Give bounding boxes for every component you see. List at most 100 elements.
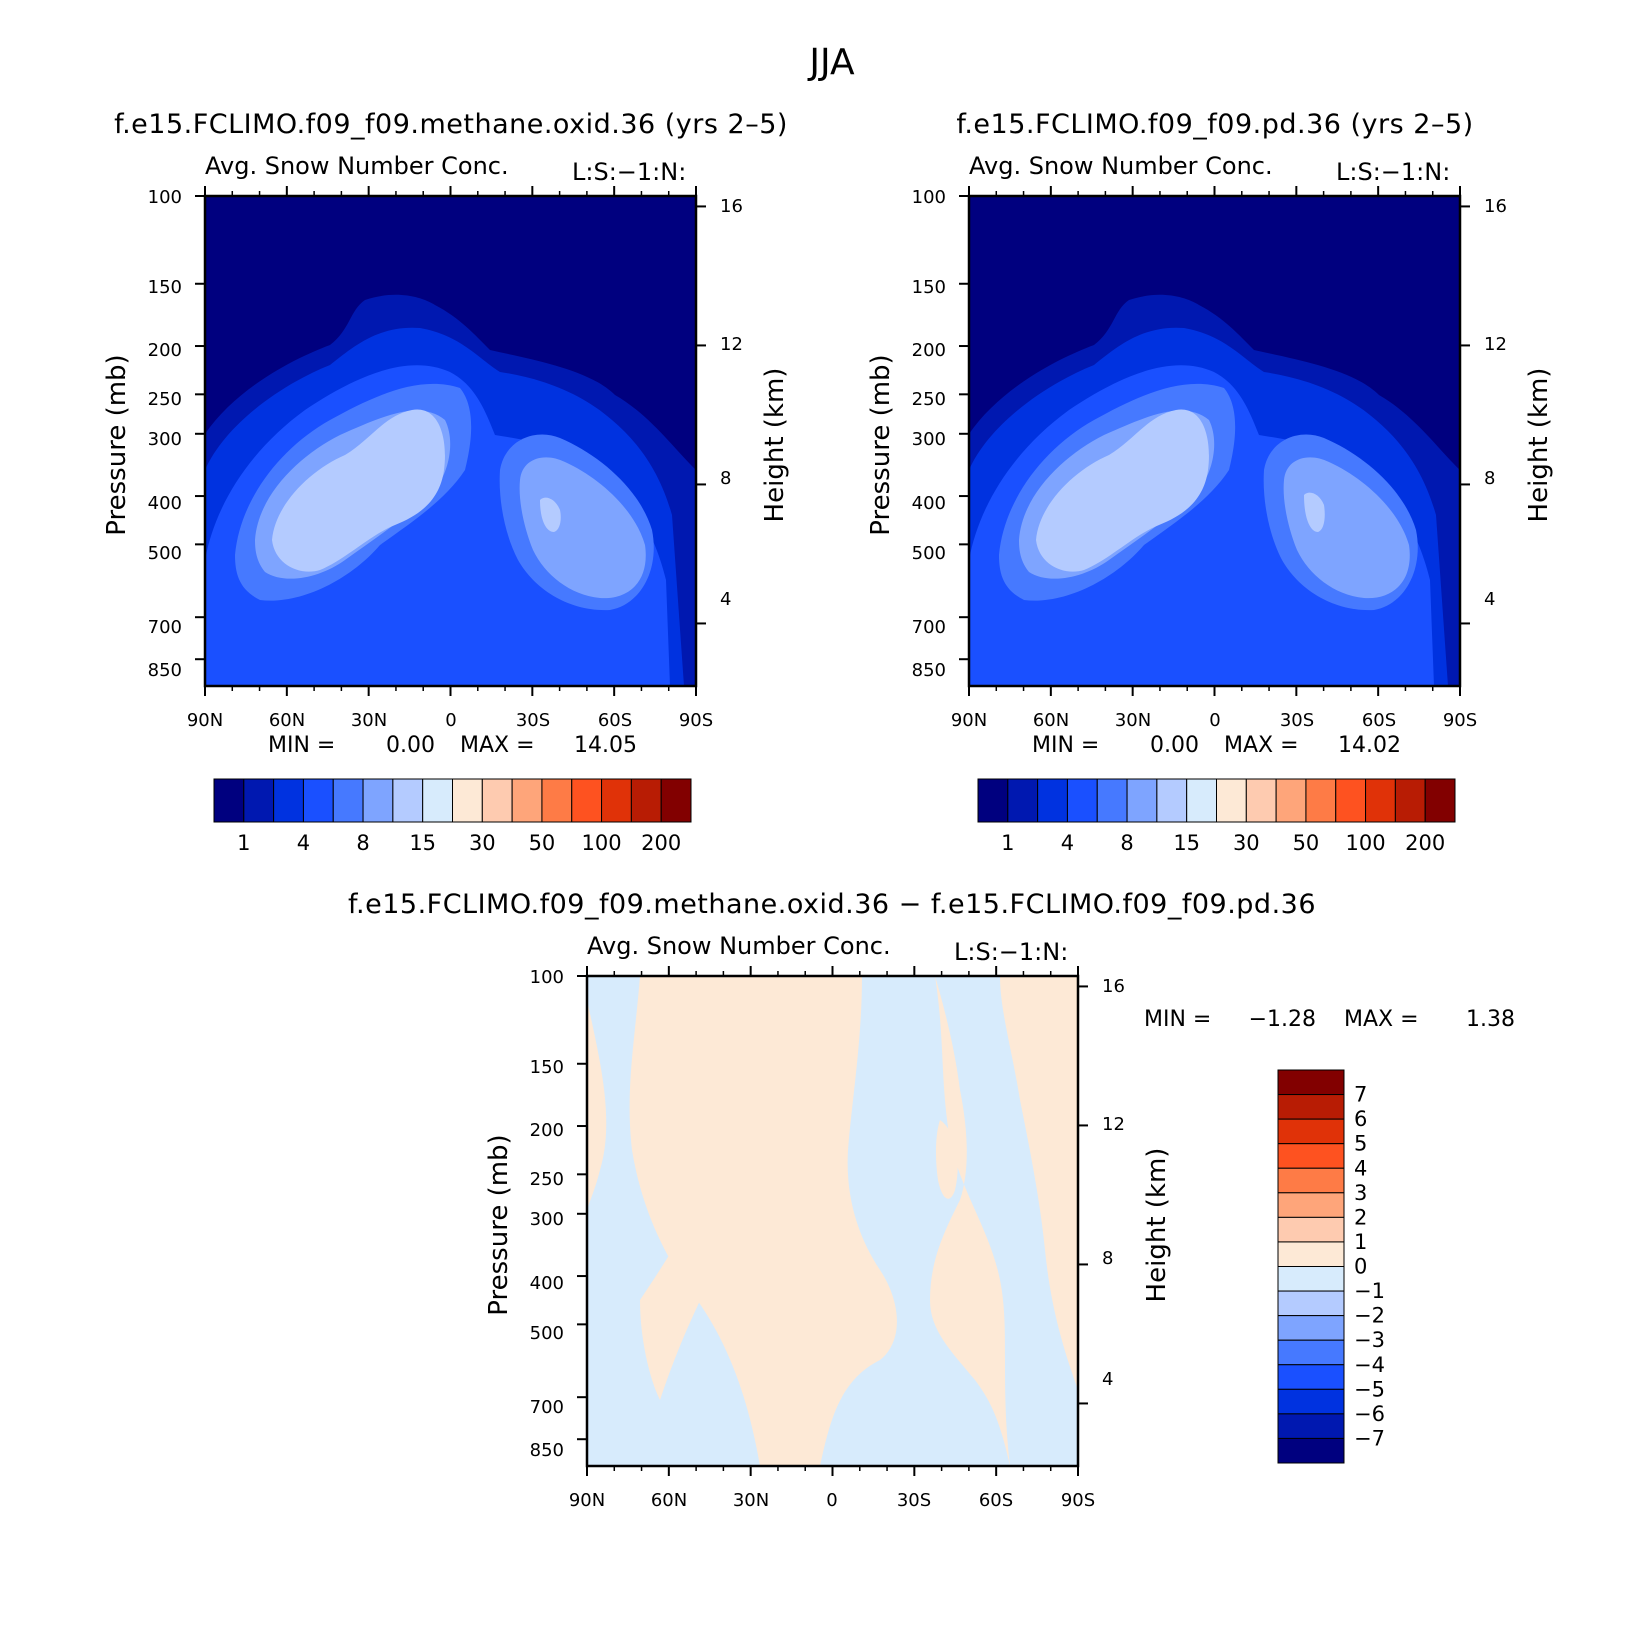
- colorbar-label: 3: [1354, 1181, 1367, 1205]
- x-tick-label: 90N: [569, 1490, 605, 1511]
- y-right-axis-title: Height (km): [1524, 368, 1554, 523]
- min-value: 0.00: [1150, 733, 1199, 758]
- y-tick-label: 700: [912, 617, 946, 638]
- min-value: −1.28: [1249, 1007, 1316, 1032]
- colorbar-swatch: [1424, 778, 1456, 823]
- y-tick-label: 250: [148, 389, 182, 410]
- colorbar-label: 1: [237, 831, 250, 855]
- max-label: MAX =: [460, 733, 535, 758]
- height-tick-label: 4: [1102, 1369, 1113, 1390]
- colorbar-swatch: [1277, 1118, 1345, 1145]
- colorbar-label: −5: [1354, 1377, 1385, 1401]
- colorbar-swatch: [1277, 1069, 1345, 1096]
- colorbar-label: 200: [641, 831, 681, 855]
- colorbar-label: 100: [582, 831, 622, 855]
- colorbar-swatch: [1277, 1094, 1345, 1120]
- colorbar-swatch: [1277, 1167, 1345, 1194]
- colorbar-label: −7: [1354, 1426, 1385, 1450]
- panel-difference: f.e15.FCLIMO.f09_f09.methane.oxid.36 − f…: [348, 889, 1515, 1511]
- colorbar-swatch: [1245, 778, 1277, 823]
- height-tick-label: 12: [1484, 334, 1507, 355]
- tick-marks: [195, 186, 706, 696]
- colorbar-label: −6: [1354, 1402, 1385, 1426]
- colorbar-swatch: [1156, 778, 1188, 823]
- contour-field: [205, 196, 696, 686]
- colorbar-label: 1: [1001, 831, 1014, 855]
- height-tick-label: 4: [720, 589, 731, 610]
- panel-title: f.e15.FCLIMO.f09_f09.methane.oxid.36 − f…: [348, 889, 1316, 920]
- colorbar-swatch: [977, 778, 1009, 823]
- colorbar-swatch: [1186, 778, 1217, 823]
- contour-band-6: [272, 409, 445, 572]
- colorbar-label: 30: [1233, 831, 1260, 855]
- y-axis-title: Pressure (mb): [866, 354, 896, 535]
- y-tick-label: 700: [530, 1397, 564, 1418]
- tick-marks: [959, 186, 1470, 696]
- colorbar-swatch: [1277, 1413, 1345, 1439]
- x-tick-label: 90S: [679, 710, 713, 731]
- height-tick-label: 12: [720, 334, 743, 355]
- colorbar-label: 7: [1354, 1083, 1367, 1107]
- colorbar-swatch: [362, 778, 394, 823]
- y-tick-label: 500: [912, 543, 946, 564]
- y-tick-label: 100: [912, 187, 946, 208]
- colorbar-swatch: [422, 778, 453, 823]
- colorbar-swatch: [1126, 778, 1158, 823]
- height-tick-label: 12: [1102, 1114, 1125, 1135]
- min-label: MIN =: [1144, 1007, 1211, 1032]
- colorbar-swatch: [541, 778, 573, 823]
- colorbar-label: 4: [1354, 1156, 1367, 1180]
- x-tick-label: 90S: [1443, 710, 1477, 731]
- colorbar-swatch: [332, 778, 364, 823]
- plot-subtitle: Avg. Snow Number Conc.: [205, 152, 509, 180]
- max-label: MAX =: [1344, 1007, 1419, 1032]
- colorbar-swatch: [1277, 1241, 1345, 1267]
- y-tick-label: 500: [148, 543, 182, 564]
- y-tick-label: 850: [912, 660, 946, 681]
- y-tick-label: 200: [530, 1120, 564, 1141]
- x-tick-label: 0: [445, 710, 456, 731]
- y-tick-label: 250: [530, 1169, 564, 1190]
- x-tick-label: 60N: [269, 710, 305, 731]
- colorbar-swatch: [1277, 1364, 1345, 1390]
- y-axis-title: Pressure (mb): [484, 1134, 514, 1315]
- plot-subtitle: Avg. Snow Number Conc.: [587, 932, 891, 960]
- colorbar-swatch: [1335, 778, 1367, 823]
- max-value: 14.02: [1338, 733, 1401, 758]
- x-tick-label: 0: [1209, 710, 1220, 731]
- x-tick-label: 90N: [951, 710, 987, 731]
- colorbar-label: 200: [1405, 831, 1445, 855]
- colorbar-swatch: [1394, 778, 1426, 823]
- max-value: 14.05: [574, 733, 637, 758]
- colorbar-swatch: [660, 778, 692, 823]
- height-tick-label: 4: [1484, 589, 1495, 610]
- height-tick-label: 16: [1484, 196, 1507, 217]
- colorbar-label: 15: [1173, 831, 1200, 855]
- x-tick-label: 60S: [1362, 710, 1396, 731]
- y-tick-label: 300: [912, 429, 946, 450]
- y-tick-label: 150: [912, 277, 946, 298]
- y-axis-title: Pressure (mb): [102, 354, 132, 535]
- y-tick-label: 250: [912, 389, 946, 410]
- colorbar-swatch: [1007, 778, 1039, 823]
- x-tick-label: 0: [826, 1490, 837, 1511]
- colorbar-swatch: [273, 778, 304, 823]
- colorbar-swatch: [1365, 778, 1396, 823]
- corner-label: L:S:−1:N:: [954, 938, 1068, 966]
- colorbar-swatch: [243, 778, 275, 823]
- contour-field: [587, 976, 1078, 1466]
- y-tick-label: 400: [530, 1273, 564, 1294]
- contour-band-5b: [1283, 457, 1410, 599]
- colorbar-swatch: [630, 778, 662, 823]
- contour-band-5b: [519, 457, 646, 599]
- min-value: 0.00: [386, 733, 435, 758]
- panel-title: f.e15.FCLIMO.f09_f09.pd.36 (yrs 2–5): [956, 109, 1473, 140]
- y-tick-label: 150: [530, 1057, 564, 1078]
- stats-line: MIN = 0.00 MAX = 14.05: [268, 733, 637, 758]
- contour-positive-band-2: [587, 1000, 607, 1210]
- colorbar-swatch: [1277, 1266, 1345, 1292]
- tick-marks: [577, 966, 1088, 1476]
- x-tick-label: 60N: [1033, 710, 1069, 731]
- y-tick-label: 200: [912, 340, 946, 361]
- colorbar-label: 6: [1354, 1107, 1367, 1131]
